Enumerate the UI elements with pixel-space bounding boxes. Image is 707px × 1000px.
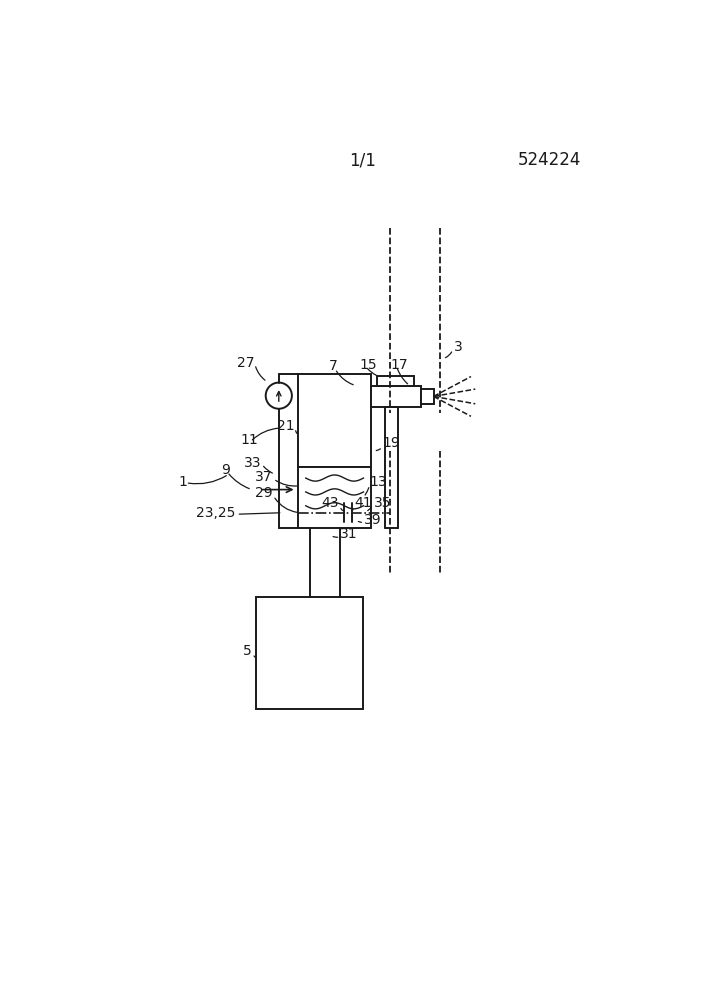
Text: 21: 21 (276, 419, 294, 433)
Text: 1: 1 (179, 475, 187, 489)
Text: 23,25: 23,25 (196, 506, 235, 520)
Bar (378, 376, 414, 386)
Text: 41: 41 (354, 496, 372, 510)
Bar (298, 466, 371, 528)
Bar (298, 374, 371, 466)
Text: 3: 3 (454, 340, 462, 354)
Text: 15: 15 (360, 358, 378, 372)
Text: 13: 13 (370, 475, 387, 489)
Text: 17: 17 (390, 358, 408, 372)
Text: 37: 37 (255, 470, 273, 484)
Text: 524224: 524224 (518, 151, 580, 169)
Text: 33: 33 (244, 456, 261, 470)
Text: 9: 9 (221, 463, 230, 477)
Bar (421, 389, 433, 404)
Text: 29: 29 (255, 486, 273, 500)
Text: 35: 35 (373, 496, 391, 510)
Text: 43: 43 (322, 496, 339, 510)
Bar (256, 597, 363, 709)
Text: 11: 11 (240, 433, 258, 447)
Text: 7: 7 (329, 359, 338, 373)
Text: 39: 39 (363, 513, 381, 527)
Text: 19: 19 (382, 436, 400, 450)
Bar (371, 386, 421, 407)
Text: 27: 27 (237, 356, 254, 370)
Text: 1/1: 1/1 (349, 151, 376, 169)
Text: 5: 5 (243, 644, 252, 658)
Text: 31: 31 (340, 527, 358, 541)
